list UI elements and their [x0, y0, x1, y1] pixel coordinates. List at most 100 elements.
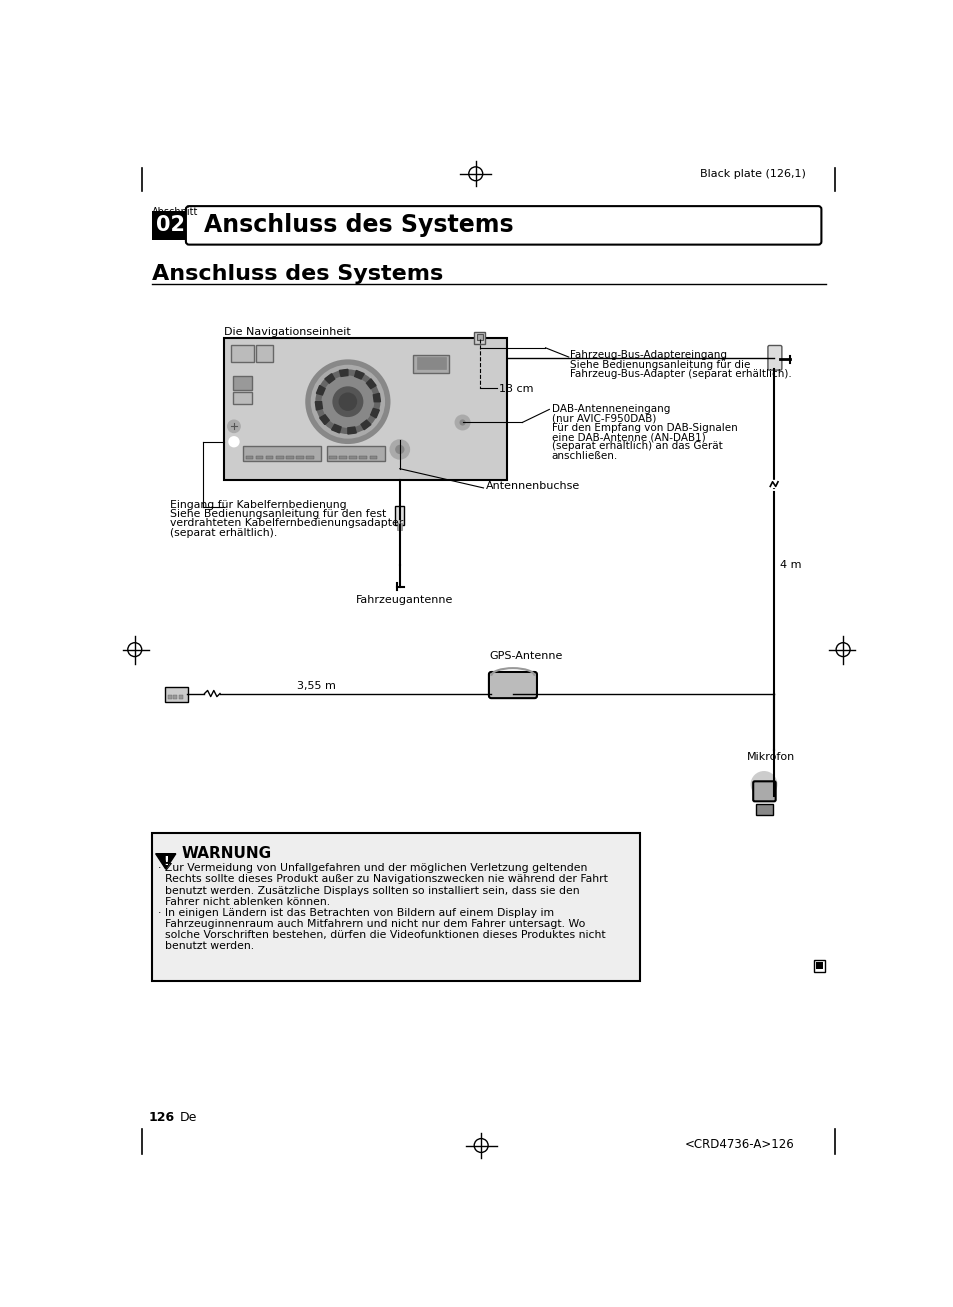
FancyBboxPatch shape [168, 695, 172, 699]
Text: Rechts sollte dieses Produkt außer zu Navigationszwecken nie während der Fahrt: Rechts sollte dieses Produkt außer zu Na… [158, 874, 607, 885]
FancyBboxPatch shape [327, 446, 385, 461]
Polygon shape [371, 409, 379, 418]
Circle shape [338, 392, 356, 410]
Text: 3,55 m: 3,55 m [297, 681, 336, 691]
Text: · In einigen Ländern ist das Betrachten von Bildern auf einem Display im: · In einigen Ländern ist das Betrachten … [158, 908, 554, 918]
FancyBboxPatch shape [179, 695, 183, 699]
Circle shape [321, 375, 374, 427]
Text: Abschnitt: Abschnitt [152, 208, 198, 217]
Text: DAB-Antenneneingang: DAB-Antenneneingang [551, 404, 669, 414]
FancyBboxPatch shape [815, 962, 822, 970]
Circle shape [151, 1107, 172, 1128]
Text: !: ! [163, 855, 169, 868]
FancyBboxPatch shape [329, 456, 336, 460]
Text: Mikrofon: Mikrofon [746, 753, 795, 762]
FancyBboxPatch shape [395, 506, 404, 525]
Text: Fahrzeugantenne: Fahrzeugantenne [355, 595, 453, 605]
FancyBboxPatch shape [416, 357, 445, 370]
Text: anschließen.: anschließen. [551, 451, 618, 460]
FancyBboxPatch shape [349, 456, 356, 460]
FancyBboxPatch shape [756, 804, 772, 816]
FancyBboxPatch shape [224, 337, 506, 480]
Text: Siehe Bedienungsanleitung für die: Siehe Bedienungsanleitung für die [570, 359, 750, 370]
Polygon shape [355, 370, 364, 379]
Text: (separat erhältlich).: (separat erhältlich). [170, 528, 276, 537]
FancyBboxPatch shape [295, 456, 303, 460]
FancyBboxPatch shape [413, 354, 449, 374]
Circle shape [315, 370, 380, 434]
FancyBboxPatch shape [243, 446, 320, 461]
FancyBboxPatch shape [286, 456, 294, 460]
FancyBboxPatch shape [152, 210, 189, 240]
Polygon shape [366, 379, 375, 388]
FancyBboxPatch shape [266, 456, 274, 460]
Text: <CRD4736-A>126: <CRD4736-A>126 [684, 1138, 794, 1151]
FancyBboxPatch shape [753, 782, 775, 801]
Text: 4 m: 4 m [780, 559, 801, 570]
Text: eine DAB-Antenne (AN-DAB1): eine DAB-Antenne (AN-DAB1) [551, 433, 704, 442]
Polygon shape [155, 853, 175, 869]
FancyBboxPatch shape [256, 345, 274, 362]
Text: Die Navigationseinheit: Die Navigationseinheit [224, 327, 351, 337]
FancyBboxPatch shape [255, 456, 263, 460]
Text: Anschluss des Systems: Anschluss des Systems [204, 213, 514, 238]
Text: Siehe Bedienungsanleitung für den fest: Siehe Bedienungsanleitung für den fest [170, 510, 385, 519]
Text: WARNUNG: WARNUNG [181, 846, 271, 861]
Polygon shape [319, 414, 329, 425]
Circle shape [459, 420, 465, 426]
FancyBboxPatch shape [186, 207, 821, 244]
Polygon shape [339, 370, 348, 376]
Text: GPS-Antenne: GPS-Antenne [489, 651, 562, 661]
FancyBboxPatch shape [152, 833, 639, 980]
FancyBboxPatch shape [339, 456, 347, 460]
Text: Für den Empfang von DAB-Signalen: Für den Empfang von DAB-Signalen [551, 423, 737, 433]
Text: verdrahteten Kabelfernbedienungsadapter: verdrahteten Kabelfernbedienungsadapter [170, 519, 402, 528]
Circle shape [390, 440, 409, 459]
Text: solche Vorschriften bestehen, dürfen die Videofunktionen dieses Produktes nicht: solche Vorschriften bestehen, dürfen die… [158, 931, 605, 940]
Text: benutzt werden. Zusätzliche Displays sollten so installiert sein, dass sie den: benutzt werden. Zusätzliche Displays sol… [158, 886, 579, 895]
Polygon shape [325, 374, 335, 383]
Circle shape [311, 365, 385, 439]
FancyBboxPatch shape [165, 686, 188, 702]
Circle shape [751, 772, 776, 797]
Circle shape [456, 416, 469, 430]
Text: Fahrzeug-Bus-Adapter (separat erhältlich).: Fahrzeug-Bus-Adapter (separat erhältlich… [570, 369, 791, 379]
FancyBboxPatch shape [231, 345, 253, 362]
Polygon shape [348, 427, 355, 434]
FancyBboxPatch shape [233, 376, 252, 391]
Text: 13 cm: 13 cm [498, 384, 533, 395]
Text: Fahrzeuginnenraum auch Mitfahrern und nicht nur dem Fahrer untersagt. Wo: Fahrzeuginnenraum auch Mitfahrern und ni… [158, 919, 585, 929]
FancyBboxPatch shape [173, 695, 177, 699]
Text: Antennenbuchse: Antennenbuchse [485, 481, 579, 491]
Circle shape [395, 444, 404, 454]
Polygon shape [373, 393, 380, 401]
Circle shape [332, 387, 363, 417]
Text: (separat erhältlich) an das Gerät: (separat erhältlich) an das Gerät [551, 442, 721, 451]
FancyBboxPatch shape [306, 456, 314, 460]
FancyBboxPatch shape [275, 456, 283, 460]
FancyBboxPatch shape [245, 456, 253, 460]
Text: 126: 126 [149, 1111, 174, 1124]
FancyBboxPatch shape [474, 332, 484, 344]
FancyBboxPatch shape [359, 456, 367, 460]
Text: Fahrzeug-Bus-Adaptereingang: Fahrzeug-Bus-Adaptereingang [570, 350, 726, 361]
Text: Fahrer nicht ablenken können.: Fahrer nicht ablenken können. [158, 897, 330, 907]
Text: Black plate (126,1): Black plate (126,1) [700, 169, 805, 179]
Polygon shape [315, 401, 322, 410]
FancyBboxPatch shape [813, 959, 824, 971]
Text: · Zur Vermeidung von Unfallgefahren und der möglichen Verletzung geltenden: · Zur Vermeidung von Unfallgefahren und … [158, 864, 587, 873]
FancyBboxPatch shape [488, 672, 537, 698]
Circle shape [228, 420, 240, 433]
Text: benutzt werden.: benutzt werden. [158, 941, 253, 951]
Polygon shape [316, 386, 325, 395]
FancyBboxPatch shape [397, 523, 402, 531]
FancyBboxPatch shape [233, 392, 252, 404]
Text: 02: 02 [155, 216, 185, 235]
Text: De: De [179, 1111, 197, 1124]
Polygon shape [332, 425, 341, 433]
FancyBboxPatch shape [476, 335, 482, 340]
Text: Eingang für Kabelfernbedienung: Eingang für Kabelfernbedienung [170, 499, 346, 510]
Text: (nur AVIC-F950DAB): (nur AVIC-F950DAB) [551, 413, 656, 423]
FancyBboxPatch shape [369, 456, 377, 460]
Text: Anschluss des Systems: Anschluss des Systems [152, 264, 442, 284]
